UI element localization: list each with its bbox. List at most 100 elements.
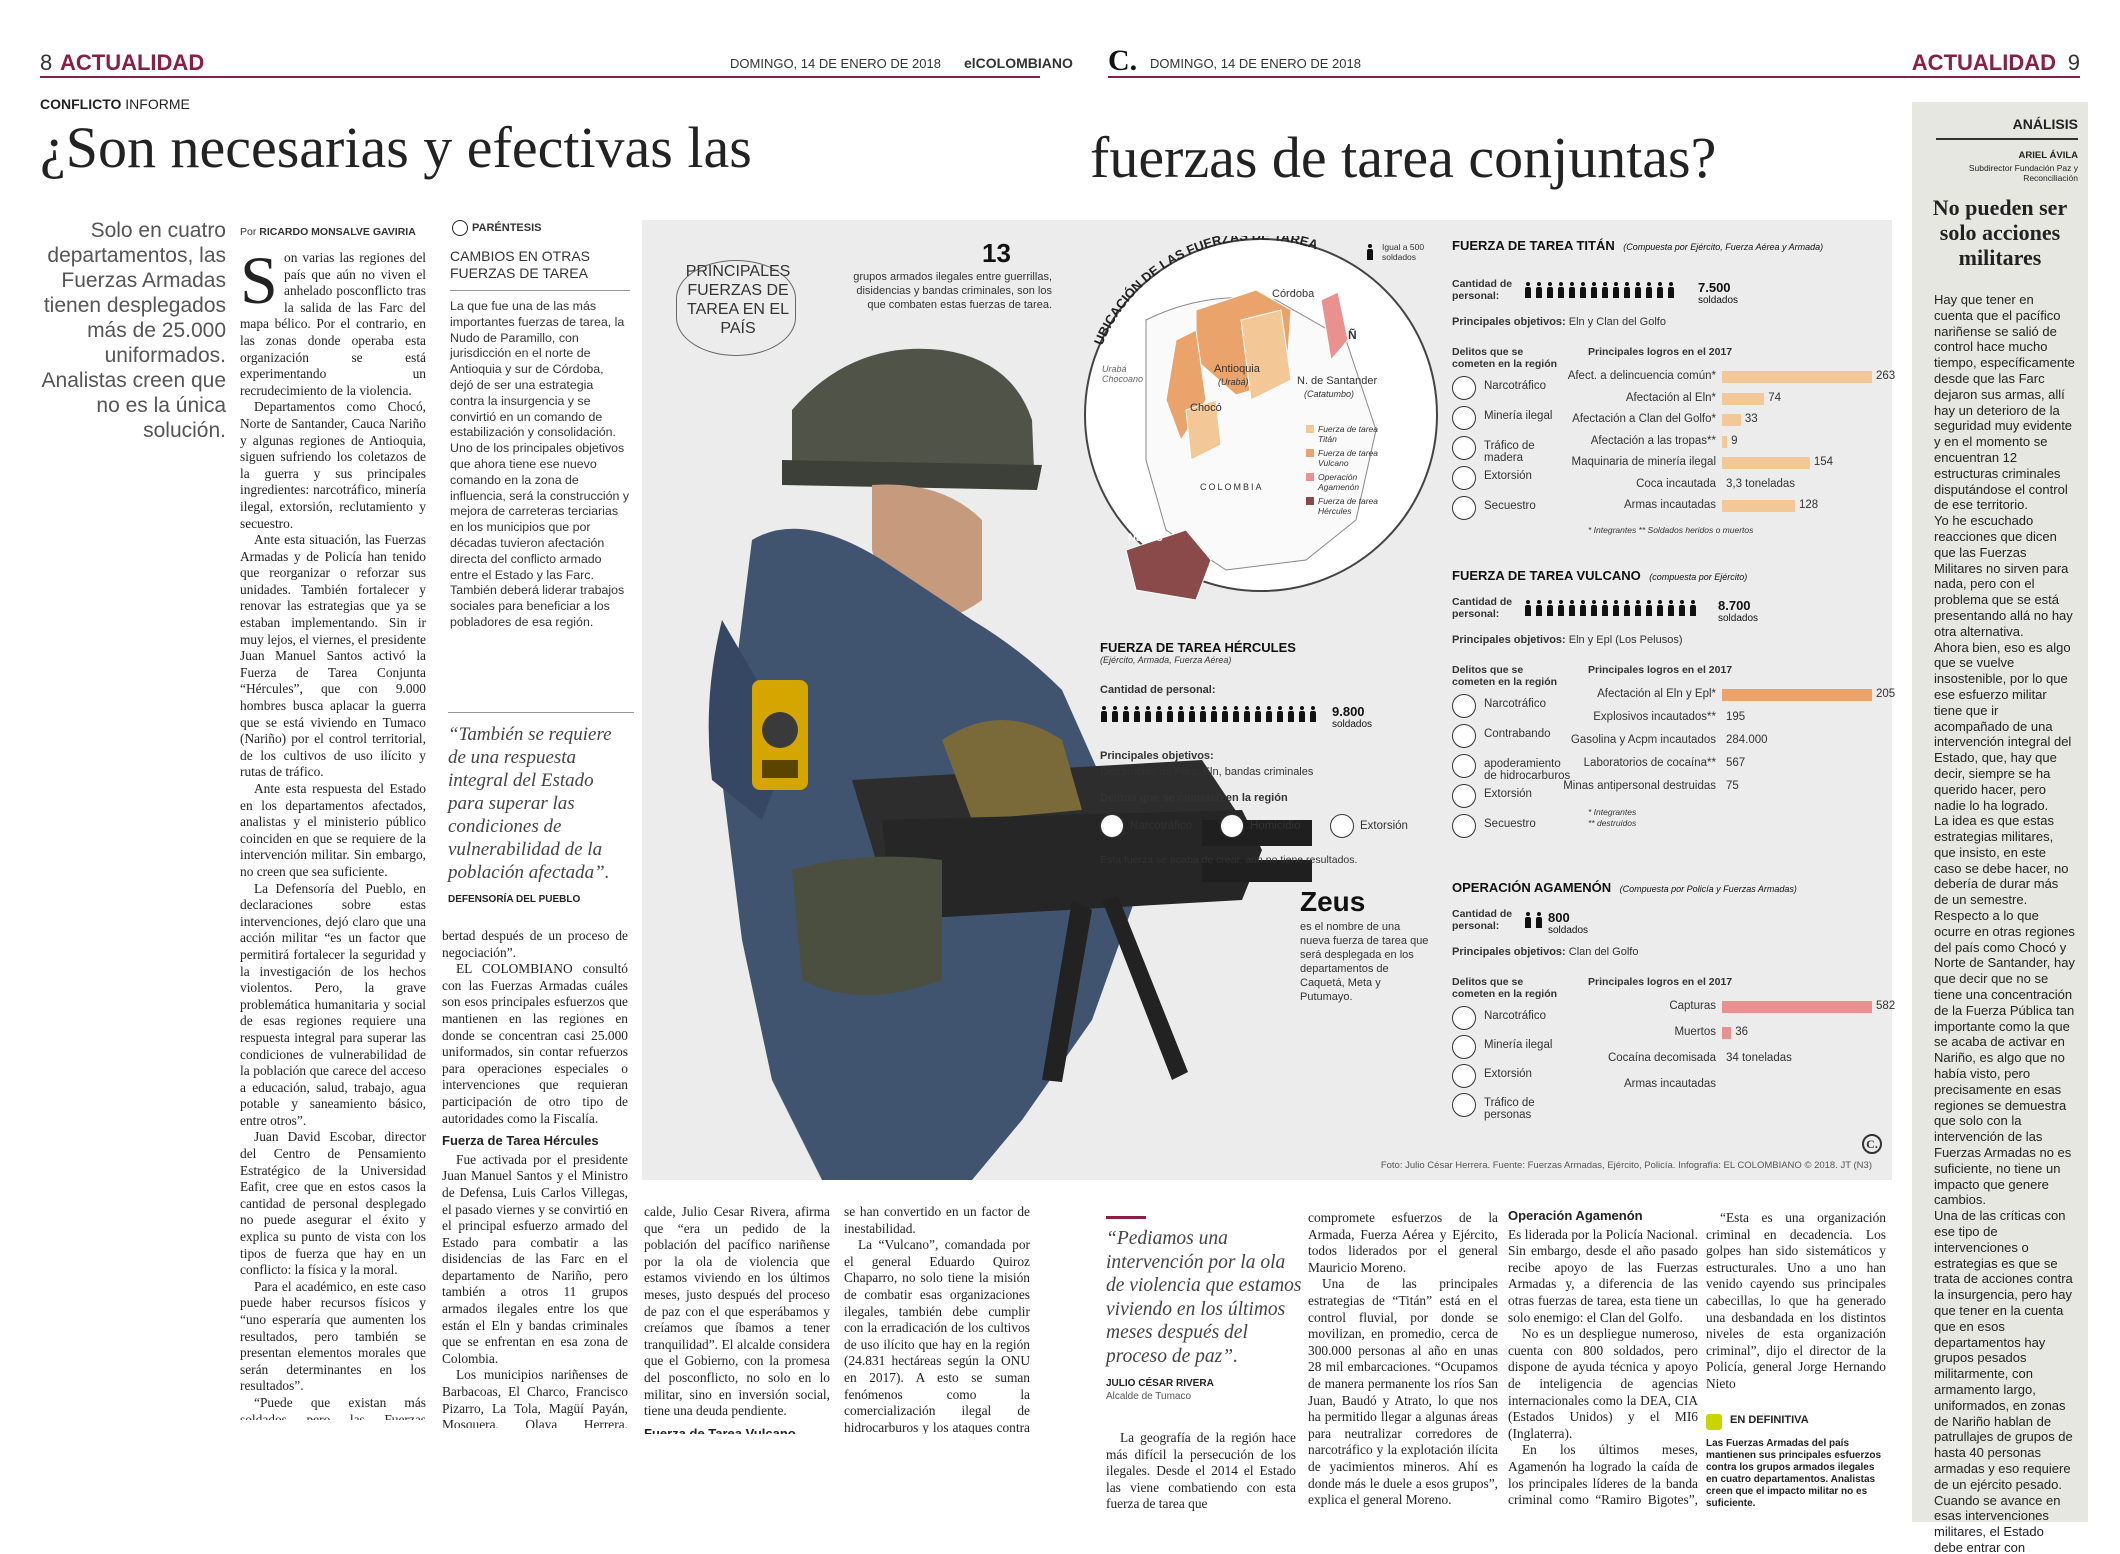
achievement-bar bbox=[1722, 457, 1810, 469]
person-icon bbox=[1634, 600, 1642, 616]
achievement-bar bbox=[1722, 392, 1765, 405]
achievement-value: 582 bbox=[1876, 1000, 1896, 1012]
money-icon bbox=[1452, 466, 1476, 490]
person-icon bbox=[1601, 282, 1609, 298]
person-icon bbox=[1535, 282, 1543, 298]
tree-icon bbox=[1452, 1064, 1476, 1088]
soldier-pictogram bbox=[1524, 912, 1546, 933]
hercules-note: Esta fuerza se acaba de crear, aún no ti… bbox=[1100, 854, 1358, 866]
parentesis-box: PARÉNTESIS CAMBIOS EN OTRAS FUERZAS DE T… bbox=[450, 220, 630, 631]
crime-item: Tráfico de personas bbox=[1484, 1097, 1535, 1121]
legend-label: Fuerza de tarea Vulcano bbox=[1318, 448, 1379, 468]
body-paragraph: compromete esfuerzos de la Armada, Fuerz… bbox=[1308, 1210, 1498, 1275]
achievement-value: 205 bbox=[1876, 688, 1896, 700]
legend-swatch bbox=[1306, 497, 1314, 505]
infographic-title-frame bbox=[676, 260, 796, 356]
crime-item: Minería ilegal bbox=[1484, 1039, 1553, 1051]
achievement-label: Afectación al Eln* bbox=[1625, 391, 1716, 404]
achievement-label: Afectación a las tropas** bbox=[1590, 434, 1716, 447]
section-label-right: ACTUALIDAD bbox=[1911, 50, 2056, 75]
person-icon bbox=[1133, 706, 1141, 722]
crime-item: apoderamiento de hidrocarburos bbox=[1484, 758, 1571, 782]
date-right: DOMINGO, 14 DE ENERO DE 2018 bbox=[1150, 56, 1361, 71]
section-label-left: ACTUALIDAD bbox=[60, 50, 205, 75]
person-icon bbox=[1645, 282, 1653, 298]
soldier-pictogram bbox=[1524, 282, 1678, 303]
byline-prefix: Por bbox=[240, 226, 257, 238]
objectives-value: Eln y Clan del Golfo bbox=[1565, 316, 1666, 328]
infographic: PRINCIPALES FUERZAS DE TAREA EN EL PAÍS … bbox=[642, 220, 1896, 1180]
map-label-catatumbo: (Catatumbo) bbox=[1304, 389, 1355, 399]
legend-item: Fuerza de tarea Titán bbox=[1306, 424, 1382, 444]
knife-icon bbox=[1220, 814, 1244, 838]
analysis-paragraph: Yo he escuchado reacciones que dicen que… bbox=[1934, 513, 2073, 639]
achievement-label: Minas antipersonal destruidas bbox=[1563, 780, 1716, 792]
soldiers-number: 800 bbox=[1548, 910, 1570, 925]
achievement-value: 34 toneladas bbox=[1726, 1052, 1792, 1064]
drug-icon bbox=[1452, 1006, 1476, 1030]
achievement-bar bbox=[1722, 371, 1872, 383]
person-icon bbox=[1568, 600, 1576, 616]
right-page-header: C. DOMINGO, 14 DE ENERO DE 2018 ACTUALID… bbox=[1108, 44, 2080, 77]
crimes-label: Delitos que se cometen en la región bbox=[1100, 792, 1288, 804]
person-icon bbox=[1678, 600, 1686, 616]
person-icon bbox=[1634, 282, 1642, 298]
analysis-paragraph: Respecto a lo que ocurre en otras region… bbox=[1934, 908, 2075, 1208]
pickaxe-icon bbox=[1452, 406, 1476, 430]
person-icon bbox=[1557, 282, 1565, 298]
en-definitiva-box: EN DEFINITIVA Las Fuerzas Armadas del pa… bbox=[1706, 1414, 1886, 1510]
person-icon bbox=[1276, 706, 1284, 722]
map-colombia bbox=[1084, 238, 1438, 600]
achievement-label: Cocaína decomisada bbox=[1607, 1052, 1716, 1064]
soldiers-number: 9.800 bbox=[1332, 704, 1365, 719]
header-rule-right bbox=[1108, 76, 2080, 78]
person-icon bbox=[1309, 706, 1317, 722]
crimes-label: Delitos que se cometen en la región bbox=[1452, 346, 1558, 370]
en-definitiva-text: Las Fuerzas Armadas del país mantienen s… bbox=[1706, 1438, 1882, 1509]
map-label-narino: Nariño bbox=[1128, 532, 1163, 544]
person-icon bbox=[1177, 706, 1185, 722]
person-icon bbox=[1298, 706, 1306, 722]
column-1: on varias las regiones del país que aún … bbox=[240, 250, 426, 1420]
achievement-value: 36 bbox=[1735, 1026, 1749, 1038]
achievements-label: Principales logros en el 2017 bbox=[1588, 346, 1733, 358]
person-icon bbox=[1601, 600, 1609, 616]
person-icon bbox=[1199, 706, 1207, 722]
achievement-value: 128 bbox=[1799, 499, 1819, 511]
person-icon bbox=[1546, 282, 1554, 298]
checkmark-icon bbox=[1706, 1414, 1722, 1430]
pull-quote-2-text: “Pediamos una intervención por la ola de… bbox=[1106, 1228, 1302, 1367]
body-paragraph: calde, Julio Cesar Rivera, afirma que “e… bbox=[644, 1204, 830, 1419]
panel-title: FUERZA DE TAREA HÉRCULES (Ejército, Armad… bbox=[1100, 640, 1296, 665]
map-label-antioquia: Antioquia bbox=[1214, 363, 1260, 375]
pull-quote-2-source: JULIO CÉSAR RIVERA bbox=[1106, 1378, 1214, 1389]
panel-name: FUERZA DE TAREA VULCANO bbox=[1452, 568, 1641, 583]
personal-label: Cantidad de personal: bbox=[1100, 684, 1216, 696]
crime-item: Extorsión bbox=[1360, 820, 1408, 832]
body-paragraph: Para el académico, en este caso puede ha… bbox=[240, 1278, 426, 1394]
pull-quote-1-text: “También se requiere de una respuesta in… bbox=[448, 724, 612, 883]
kicker: CONFLICTO INFORME bbox=[40, 96, 190, 112]
body-paragraph: Ante esta respuesta del Estado en los de… bbox=[240, 781, 426, 879]
crimes-label: Delitos que se cometen en la región bbox=[1452, 976, 1558, 1000]
person-icon bbox=[1188, 706, 1196, 722]
personal-label: Cantidad de personal: bbox=[1452, 596, 1513, 620]
body-paragraph: La Defensoría del Pueblo, en declaracion… bbox=[240, 880, 426, 1128]
personal-label: Cantidad de personal: bbox=[1452, 908, 1513, 932]
tree-icon bbox=[1452, 754, 1476, 778]
person-icon bbox=[1232, 706, 1240, 722]
crime-item: Narcotráfico bbox=[1484, 380, 1546, 392]
person-icon bbox=[1645, 600, 1653, 616]
analysis-paragraph: La idea es que estas estrategias militar… bbox=[1934, 813, 2069, 908]
crime-item: Extorsión bbox=[1484, 470, 1532, 482]
objectives-value: Eln y Epl (Los Pelusos) bbox=[1565, 634, 1683, 646]
subhead-hercules: Fuerza de Tarea Hércules bbox=[442, 1133, 599, 1149]
body-paragraph: Ante esta situación, las Fuerzas Armadas… bbox=[240, 532, 426, 780]
paper-name: elCOLOMBIANO bbox=[964, 55, 1073, 71]
crime-item: Homicidio bbox=[1250, 820, 1301, 832]
objectives-label: Principales objetivos: bbox=[1452, 316, 1566, 328]
achievement-bar bbox=[1722, 414, 1741, 426]
pickaxe-icon bbox=[1452, 724, 1476, 748]
analysis-title: No pueden ser solo acciones militares bbox=[1932, 195, 2068, 270]
soldiers-unit: soldados bbox=[1332, 719, 1373, 730]
